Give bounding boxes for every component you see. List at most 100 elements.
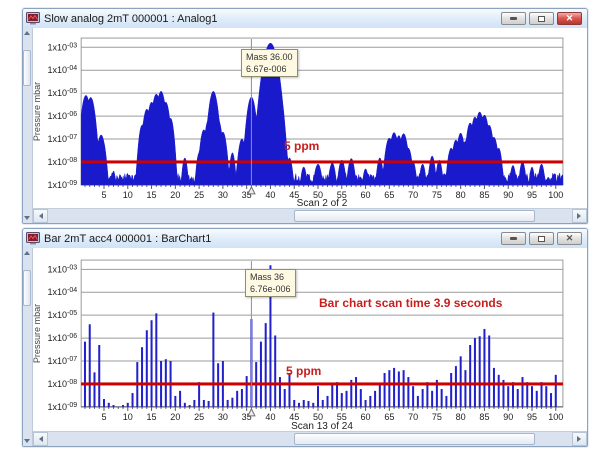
svg-text:80: 80 <box>456 412 466 422</box>
svg-text:45: 45 <box>289 412 299 422</box>
tooltip-value: 6.67e-006 <box>246 64 287 74</box>
svg-text:1x10-07: 1x10-07 <box>47 356 77 366</box>
svg-text:10: 10 <box>123 412 133 422</box>
svg-text:Scan 2 of 2: Scan 2 of 2 <box>297 198 348 208</box>
svg-text:55: 55 <box>337 190 347 200</box>
scan-time-annotation: Bar chart scan time 3.9 seconds <box>319 296 503 310</box>
maximize-icon <box>538 15 545 22</box>
chart-window-icon <box>26 12 40 25</box>
svg-text:85: 85 <box>479 190 489 200</box>
svg-text:1x10-07: 1x10-07 <box>47 134 77 144</box>
svg-text:20: 20 <box>170 412 180 422</box>
triangle-right-icon <box>577 213 584 219</box>
svg-text:1x10-04: 1x10-04 <box>47 287 77 297</box>
svg-text:1x10-09: 1x10-09 <box>47 180 77 190</box>
scroll-down-button[interactable] <box>23 214 31 223</box>
scroll-right-button[interactable] <box>572 209 587 223</box>
scroll-up-button[interactable] <box>23 28 31 37</box>
svg-text:1x10-08: 1x10-08 <box>47 157 77 167</box>
bar-chart-plot[interactable]: 1x10-03 1x10-04 1x10-05 1x10-06 1x10-07 1x10-… <box>33 248 587 431</box>
close-button[interactable]: ✕ <box>557 232 582 245</box>
scroll-left-button[interactable] <box>33 432 48 446</box>
triangle-down-icon <box>24 439 30 446</box>
hscroll-thumb[interactable] <box>294 433 536 445</box>
scroll-left-button[interactable] <box>33 209 48 223</box>
svg-text:5: 5 <box>101 190 106 200</box>
svg-text:10: 10 <box>123 190 133 200</box>
minimize-icon <box>510 237 517 240</box>
svg-text:70: 70 <box>408 190 418 200</box>
svg-text:1x10-03: 1x10-03 <box>47 264 77 274</box>
horizontal-scrollbar[interactable] <box>33 208 587 223</box>
svg-text:100: 100 <box>548 190 563 200</box>
window-title: Bar 2mT acc4 000001 : BarChart1 <box>44 233 212 245</box>
svg-text:65: 65 <box>384 412 394 422</box>
vertical-scrollbar[interactable] <box>23 28 33 223</box>
scroll-down-button[interactable] <box>23 437 31 446</box>
vscroll-thumb[interactable] <box>23 50 31 86</box>
svg-text:1x10-03: 1x10-03 <box>47 42 77 52</box>
svg-text:5: 5 <box>101 412 106 422</box>
maximize-button[interactable] <box>529 232 554 245</box>
tooltip-mass: Mass 36.00 <box>246 52 293 62</box>
analog-window: Slow analog 2mT 000001 : Analog1 ✕ 1x10-… <box>22 8 588 224</box>
maximize-icon <box>538 235 545 242</box>
minimize-button[interactable] <box>501 232 526 245</box>
svg-text:55: 55 <box>337 412 347 422</box>
svg-text:30: 30 <box>218 190 228 200</box>
triangle-down-icon <box>24 216 30 223</box>
triangle-up-icon <box>24 248 30 255</box>
threshold-label: 5 ppm <box>286 364 322 378</box>
svg-text:45: 45 <box>289 190 299 200</box>
triangle-left-icon <box>36 213 43 219</box>
mass-cursor-tooltip: Mass 36 6.76e-006 <box>245 269 296 297</box>
close-button[interactable]: ✕ <box>557 12 582 25</box>
horizontal-scrollbar[interactable] <box>33 431 587 446</box>
svg-text:1x10-04: 1x10-04 <box>47 65 77 75</box>
tooltip-mass: Mass 36 <box>250 272 285 282</box>
svg-text:Pressure mbar: Pressure mbar <box>33 82 42 141</box>
svg-text:80: 80 <box>456 190 466 200</box>
svg-text:95: 95 <box>527 412 537 422</box>
hscroll-thumb[interactable] <box>294 210 536 222</box>
hscroll-track[interactable] <box>48 432 572 446</box>
triangle-right-icon <box>577 436 584 442</box>
svg-text:50: 50 <box>313 412 323 422</box>
svg-text:75: 75 <box>432 190 442 200</box>
triangle-up-icon <box>24 28 30 35</box>
svg-text:100: 100 <box>548 412 563 422</box>
analog-chart-plot[interactable]: 1x10-03 1x10-04 1x10-05 1x10-06 1x10-07 1x10-… <box>33 28 587 208</box>
minimize-button[interactable] <box>501 12 526 25</box>
close-icon: ✕ <box>565 13 574 23</box>
minimize-icon <box>510 17 517 20</box>
scroll-up-button[interactable] <box>23 248 31 257</box>
svg-text:25: 25 <box>194 412 204 422</box>
svg-text:40: 40 <box>265 190 275 200</box>
svg-text:75: 75 <box>432 412 442 422</box>
hscroll-track[interactable] <box>48 209 572 223</box>
maximize-button[interactable] <box>529 12 554 25</box>
close-icon: ✕ <box>565 233 574 243</box>
svg-text:20: 20 <box>170 190 180 200</box>
svg-text:60: 60 <box>361 412 371 422</box>
scroll-right-button[interactable] <box>572 432 587 446</box>
svg-text:90: 90 <box>503 412 513 422</box>
titlebar[interactable]: Bar 2mT acc4 000001 : BarChart1 ✕ <box>23 229 587 249</box>
svg-text:Scan 13 of 24: Scan 13 of 24 <box>291 421 353 431</box>
svg-text:40: 40 <box>265 412 275 422</box>
svg-text:1x10-06: 1x10-06 <box>47 333 77 343</box>
threshold-label: 5 ppm <box>284 139 320 153</box>
svg-text:50: 50 <box>313 190 323 200</box>
svg-text:95: 95 <box>527 190 537 200</box>
svg-text:1x10-08: 1x10-08 <box>47 379 77 389</box>
vertical-scrollbar[interactable] <box>23 248 33 446</box>
titlebar[interactable]: Slow analog 2mT 000001 : Analog1 ✕ <box>23 9 587 29</box>
barchart-window: Bar 2mT acc4 000001 : BarChart1 ✕ 1x10-0… <box>22 228 588 447</box>
svg-text:60: 60 <box>361 190 371 200</box>
svg-text:90: 90 <box>503 190 513 200</box>
vscroll-thumb[interactable] <box>23 270 31 306</box>
svg-text:30: 30 <box>218 412 228 422</box>
svg-text:15: 15 <box>147 190 157 200</box>
svg-text:35: 35 <box>242 190 252 200</box>
svg-text:1x10-05: 1x10-05 <box>47 310 77 320</box>
